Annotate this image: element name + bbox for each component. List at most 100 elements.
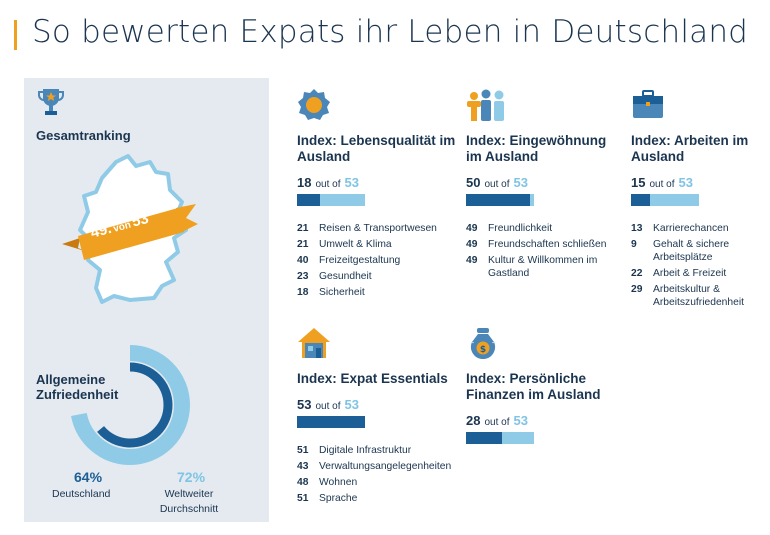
satisfaction-label: Allgemeine Zufriedenheit	[36, 372, 119, 402]
germany-map	[62, 154, 198, 304]
item-label: Gehalt & sichere Arbeitsplätze	[653, 239, 730, 263]
page-title: So bewerten Expats ihr Leben in Deutschl…	[32, 14, 749, 50]
index-of-text: out of	[484, 179, 510, 190]
item-rank: 29	[631, 284, 643, 295]
item-label: Verwaltungsangelegenheiten	[319, 461, 452, 472]
house-icon	[298, 328, 330, 358]
item-label: Sprache	[319, 493, 358, 504]
index-rank: 53	[297, 397, 312, 412]
item-label: Freizeitgestaltung	[319, 255, 401, 266]
index-title: Index: Expat Essentials	[297, 371, 448, 386]
item-rank: 51	[297, 445, 309, 456]
item-rank: 18	[297, 287, 309, 298]
index-subrank-list: 21 Reisen & Transportwesen 21 Umwelt & Kli…	[297, 222, 457, 299]
item-rank: 43	[297, 461, 309, 472]
index-rank-bar	[631, 194, 699, 206]
item-rank: 51	[297, 493, 309, 504]
item-label: Wohnen	[319, 477, 358, 488]
list-item: 23 Gesundheit	[297, 270, 457, 283]
list-item: 21 Umwelt & Klima	[297, 238, 457, 251]
item-label: Karrierechancen	[653, 223, 729, 234]
index-rank: 18	[297, 175, 312, 190]
list-item: 9 Gehalt & sichere Arbeitsplätze	[631, 238, 761, 264]
index-rank-bar-fill	[466, 194, 531, 206]
germany-percent: 64%	[74, 469, 103, 485]
index-title: Index: Arbeiten im Ausland	[631, 133, 749, 164]
index-of-text: out of	[484, 417, 510, 428]
list-item: 48 Wohnen	[297, 476, 467, 489]
index-score: 50 out of 53	[466, 175, 624, 191]
index-rank-bar	[466, 432, 534, 444]
world-percent: 72%	[177, 469, 206, 485]
index-total: 53	[513, 175, 528, 190]
index-rank-bar	[297, 194, 365, 206]
item-label: Freundschaften schließen	[488, 239, 607, 250]
index-total: 53	[513, 413, 528, 428]
money-bag-icon: $	[470, 328, 496, 360]
index-score: 18 out of 53	[297, 175, 457, 191]
index-rank-bar-fill	[297, 416, 365, 428]
list-item: 13 Karrierechancen	[631, 222, 761, 235]
list-item: 43 Verwaltungsangelegenheiten	[297, 460, 467, 473]
item-label: Arbeitskultur & Arbeitszufriedenheit	[653, 284, 745, 308]
list-item: 49 Kultur & Willkommen im Gastland	[466, 254, 624, 280]
index-total: 53	[678, 175, 693, 190]
index-total: 53	[344, 175, 359, 190]
index-subrank-list: 51 Digitale Infrastruktur 43 Verwaltungsan…	[297, 444, 467, 505]
item-rank: 13	[631, 223, 643, 234]
index-subrank-list: 49 Freundlichkeit 49 Freundschaften schlie…	[466, 222, 624, 280]
briefcase-icon	[633, 90, 663, 118]
list-item: 40 Freizeitgestaltung	[297, 254, 457, 267]
item-rank: 9	[631, 239, 637, 250]
item-rank: 23	[297, 271, 309, 282]
item-rank: 49	[466, 239, 478, 250]
index-title: Index: Persönliche Finanzen im Ausland	[466, 371, 601, 402]
index-title: Index: Eingewöhnung im Ausland	[466, 133, 607, 164]
item-label: Sicherheit	[319, 287, 365, 298]
index-rank-bar-fill	[297, 194, 321, 206]
list-item: 51 Sprache	[297, 492, 467, 505]
index-persoenliche-finanzen: $ Index: Persönliche Finanzen im Ausland…	[466, 326, 636, 444]
index-of-text: out of	[315, 401, 341, 412]
item-rank: 21	[297, 223, 309, 234]
trophy-icon	[38, 89, 64, 115]
svg-text:$: $	[480, 345, 486, 355]
index-score: 28 out of 53	[466, 413, 636, 429]
item-label: Reisen & Transportwesen	[319, 223, 437, 234]
item-label: Digitale Infrastruktur	[319, 445, 412, 456]
germany-ring	[87, 362, 173, 448]
people-icon	[467, 89, 504, 121]
item-rank: 40	[297, 255, 309, 266]
index-expat-essentials: Index: Expat Essentials 53 out of 53 51 Dig…	[297, 326, 467, 508]
index-rank-bar-fill	[466, 432, 502, 444]
overall-ranking-label: Gesamtranking	[36, 128, 131, 143]
world-average-ring	[70, 345, 190, 465]
item-rank: 49	[466, 223, 478, 234]
index-rank: 50	[466, 175, 481, 190]
index-rank-bar-fill	[631, 194, 651, 206]
list-item: 29 Arbeitskultur & Arbeitszufriedenheit	[631, 283, 761, 309]
list-item: 22 Arbeit & Freizeit	[631, 267, 761, 280]
index-rank-bar	[297, 416, 365, 428]
index-title: Index: Lebensqualität im Ausland	[297, 133, 456, 164]
item-rank: 21	[297, 239, 309, 250]
index-lebensqualitaet: Index: Lebensqualität im Ausland 18 out o…	[297, 88, 457, 302]
title-accent-bar	[14, 20, 17, 50]
item-label: Arbeit & Freizeit	[653, 268, 727, 279]
item-label: Gesundheit	[319, 271, 372, 282]
list-item: 21 Reisen & Transportwesen	[297, 222, 457, 235]
item-label: Freundlichkeit	[488, 223, 553, 234]
index-total: 53	[344, 397, 359, 412]
world-label: Weltweiter Durchschnitt	[159, 488, 219, 515]
list-item: 18 Sicherheit	[297, 286, 457, 299]
item-label: Umwelt & Klima	[319, 239, 392, 250]
index-of-text: out of	[649, 179, 675, 190]
list-item: 49 Freundlichkeit	[466, 222, 624, 235]
satisfaction-donut	[70, 345, 190, 465]
index-rank: 28	[466, 413, 481, 428]
item-rank: 49	[466, 255, 478, 266]
medal-icon	[298, 89, 330, 120]
index-eingewoehnung: Index: Eingewöhnung im Ausland 50 out of 5…	[466, 88, 624, 283]
index-score: 53 out of 53	[297, 397, 467, 413]
list-item: 49 Freundschaften schließen	[466, 238, 624, 251]
